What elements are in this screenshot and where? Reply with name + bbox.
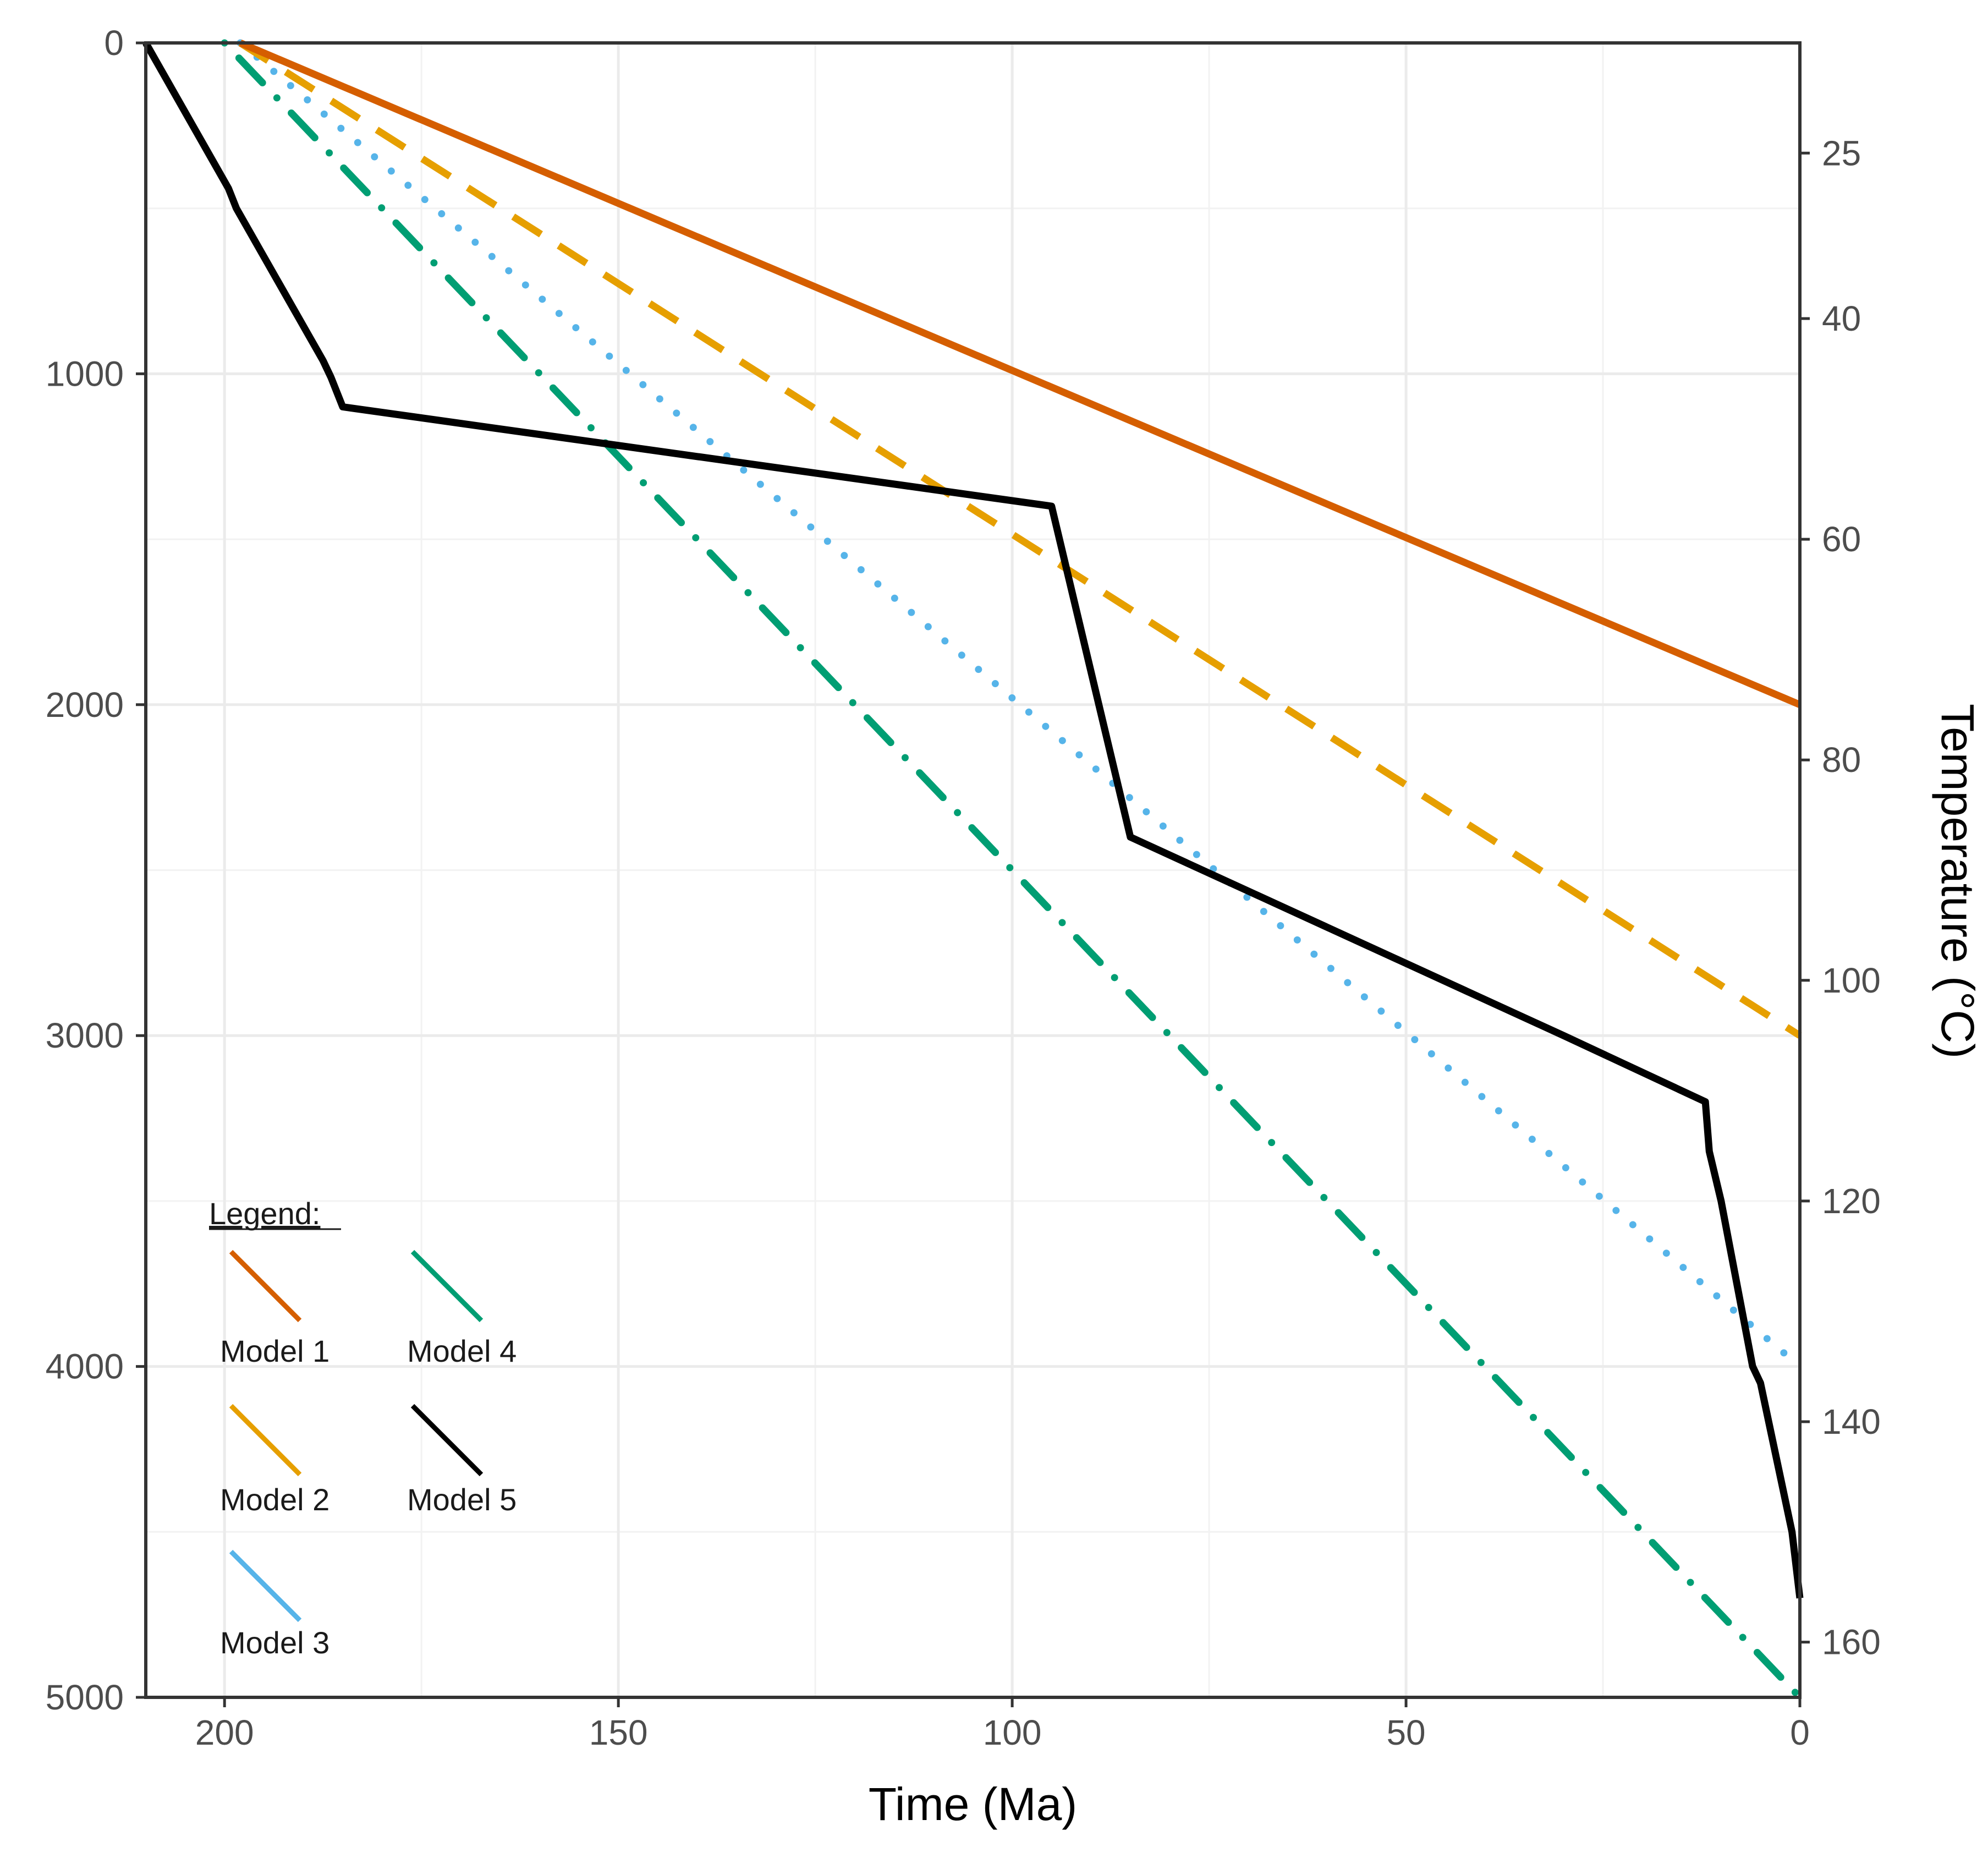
y-axis-left: 0 1000 2000 3000 4000 5000 (46, 23, 146, 1717)
y-tick-label: 2000 (46, 685, 124, 725)
plot-frame (144, 41, 1802, 1699)
x-tick-label: 50 (1386, 1713, 1425, 1752)
x-tick-label: 200 (195, 1713, 254, 1752)
legend-title: Legend: (209, 1196, 320, 1231)
series-line-model-1 (239, 40, 1802, 708)
x-tick-label: 0 (1790, 1713, 1810, 1752)
legend-label-model-1: Model 1 (220, 1334, 329, 1368)
y-tick-label: 3000 (46, 1016, 124, 1055)
legend-key-model-3 (229, 1549, 302, 1623)
y-tick-label: 5000 (46, 1678, 124, 1717)
right-tick-label: 60 (1822, 519, 1861, 559)
series-line-model-4 (221, 39, 1804, 1701)
legend-label-model-5: Model 5 (407, 1482, 517, 1517)
right-tick-label: 160 (1822, 1623, 1881, 1662)
right-axis-title: Temperature (°C) (1932, 704, 1984, 1059)
legend-items: Model 1 Model 2 Model 3 Model 4 Model 5 (220, 1249, 517, 1660)
series-line-model-5 (142, 41, 1804, 1599)
series-line-model-2 (238, 40, 1802, 1039)
y-tick-label: 1000 (46, 354, 124, 393)
x-tick-label: 150 (589, 1713, 648, 1752)
legend-label-model-2: Model 2 (220, 1482, 329, 1517)
legend-label-model-4: Model 4 (407, 1334, 517, 1368)
x-tick-label: 100 (983, 1713, 1042, 1752)
x-axis-title: Time (Ma) (869, 1778, 1078, 1830)
right-tick-label: 120 (1822, 1181, 1881, 1221)
y-tick-label: 4000 (46, 1347, 124, 1386)
x-axis: 200 150 100 50 0 (195, 1697, 1810, 1752)
right-tick-label: 25 (1822, 133, 1861, 173)
right-tick-label: 80 (1822, 740, 1861, 780)
legend-key-model-4 (410, 1249, 484, 1323)
series-layer (142, 39, 1804, 1701)
legend-key-model-2 (229, 1404, 302, 1477)
legend-label-model-3: Model 3 (220, 1625, 329, 1660)
legend-key-model-5 (410, 1404, 484, 1477)
legend-key-model-1 (229, 1249, 302, 1323)
right-tick-label: 100 (1822, 961, 1881, 1000)
y-tick-label: 0 (104, 23, 124, 63)
right-tick-label: 140 (1822, 1402, 1881, 1442)
right-tick-label: 40 (1822, 299, 1861, 338)
y-axis-right: 25 40 60 80 100 120 140 160 (1800, 133, 1881, 1662)
